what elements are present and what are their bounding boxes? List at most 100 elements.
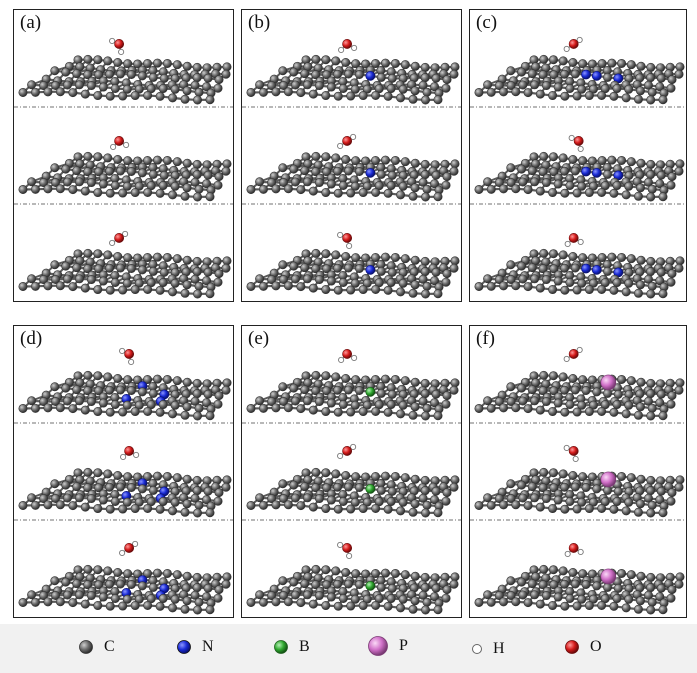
carbon-atom — [326, 495, 336, 505]
carbon-atom — [527, 385, 537, 395]
oxygen-atom-icon — [565, 640, 579, 654]
carbon-atom — [350, 278, 360, 288]
carbon-atom — [322, 167, 332, 177]
carbon-atom — [321, 91, 331, 101]
carbon-atom — [155, 91, 165, 101]
carbon-atom — [213, 277, 223, 287]
carbon-atom — [587, 156, 597, 166]
carbon-atom — [607, 252, 617, 262]
carbon-atom — [123, 253, 133, 263]
carbon-atom — [279, 274, 289, 284]
carbon-atom — [214, 172, 224, 182]
carbon-atom — [130, 407, 140, 417]
carbon-atom — [279, 396, 289, 406]
carbon-atom — [523, 185, 533, 195]
carbon-atom — [396, 603, 406, 613]
carbon-atom — [283, 87, 293, 97]
carbon-atom — [523, 404, 533, 414]
carbon-atom — [143, 284, 153, 294]
carbon-atom — [655, 179, 665, 189]
carbon-atom — [410, 377, 420, 387]
carbon-atom — [143, 569, 153, 579]
legend-item-o: O — [564, 638, 602, 656]
carbon-atom — [621, 190, 631, 200]
carbon-atom — [283, 500, 293, 510]
carbon-atom — [666, 399, 676, 409]
carbon-atom — [74, 590, 84, 600]
carbon-atom — [568, 374, 578, 384]
carbon-atom — [633, 604, 643, 614]
carbon-atom — [115, 482, 125, 492]
carbon-atom — [390, 155, 400, 165]
carbon-atom — [666, 593, 676, 603]
carbon-atom — [290, 177, 300, 187]
carbon-atom — [279, 177, 289, 187]
carbon-atom — [110, 399, 120, 409]
carbon-atom — [143, 59, 153, 69]
adsorption-configuration — [246, 349, 460, 421]
carbon-atom — [279, 493, 289, 503]
carbon-atom — [597, 156, 607, 166]
carbon-atom — [558, 56, 568, 66]
carbon-atom — [565, 399, 575, 409]
carbon-atom — [376, 582, 386, 592]
carbon-atom — [155, 407, 165, 417]
carbon-atom — [658, 605, 668, 615]
carbon-atom — [408, 94, 418, 104]
carbon-atom — [643, 493, 653, 503]
carbon-atom — [258, 184, 268, 194]
carbon-atom — [123, 472, 133, 482]
carbon-atom — [72, 166, 82, 176]
carbon-atom — [548, 601, 558, 611]
carbon-atom — [258, 281, 268, 291]
carbon-atom — [122, 84, 132, 94]
carbon-atom — [182, 499, 192, 509]
carbon-atom — [597, 503, 607, 513]
carbon-atom — [214, 269, 224, 279]
carbon-atom — [300, 579, 310, 589]
carbon-atom — [541, 494, 551, 504]
hydrogen-atom — [118, 48, 125, 56]
carbon-atom — [560, 91, 570, 101]
carbon-atom — [655, 398, 665, 408]
adsorption-configuration — [474, 233, 685, 299]
carbon-atom — [636, 474, 646, 484]
carbon-atom — [558, 469, 568, 479]
carbon-atom — [530, 274, 540, 284]
carbon-atom — [548, 504, 558, 514]
carbon-atom — [647, 500, 657, 510]
carbon-atom — [506, 80, 516, 90]
carbon-atom — [55, 87, 65, 97]
carbon-atom — [577, 400, 587, 410]
carbon-atom — [168, 287, 178, 297]
carbon-atom — [83, 564, 93, 574]
oxygen-atom — [568, 543, 579, 553]
carbon-atom — [86, 397, 96, 407]
carbon-atom — [148, 169, 158, 179]
carbon-atom — [18, 281, 28, 291]
carbon-atom — [137, 265, 147, 275]
carbon-atom — [326, 179, 336, 189]
carbon-atom — [68, 404, 78, 414]
carbon-atom — [548, 188, 558, 198]
carbon-atom — [518, 274, 528, 284]
carbon-atom — [655, 82, 665, 92]
carbon-atom — [371, 284, 381, 294]
carbon-atom — [530, 80, 540, 90]
carbon-atom — [246, 87, 256, 97]
carbon-atom — [560, 504, 570, 514]
carbon-atom — [290, 590, 300, 600]
carbon-atom — [450, 62, 460, 72]
carbon-atom — [122, 278, 132, 288]
carbon-atom — [326, 398, 336, 408]
carbon-atom — [283, 403, 293, 413]
carbon-atom — [180, 94, 190, 104]
carbon-atom — [535, 599, 545, 609]
carbon-atom — [202, 179, 212, 189]
carbon-atom — [321, 468, 331, 478]
carbon-atom — [267, 178, 277, 188]
carbon-atom — [105, 263, 115, 273]
carbon-atom — [308, 283, 318, 293]
carbon-atom — [538, 167, 548, 177]
carbon-atom — [267, 591, 277, 601]
